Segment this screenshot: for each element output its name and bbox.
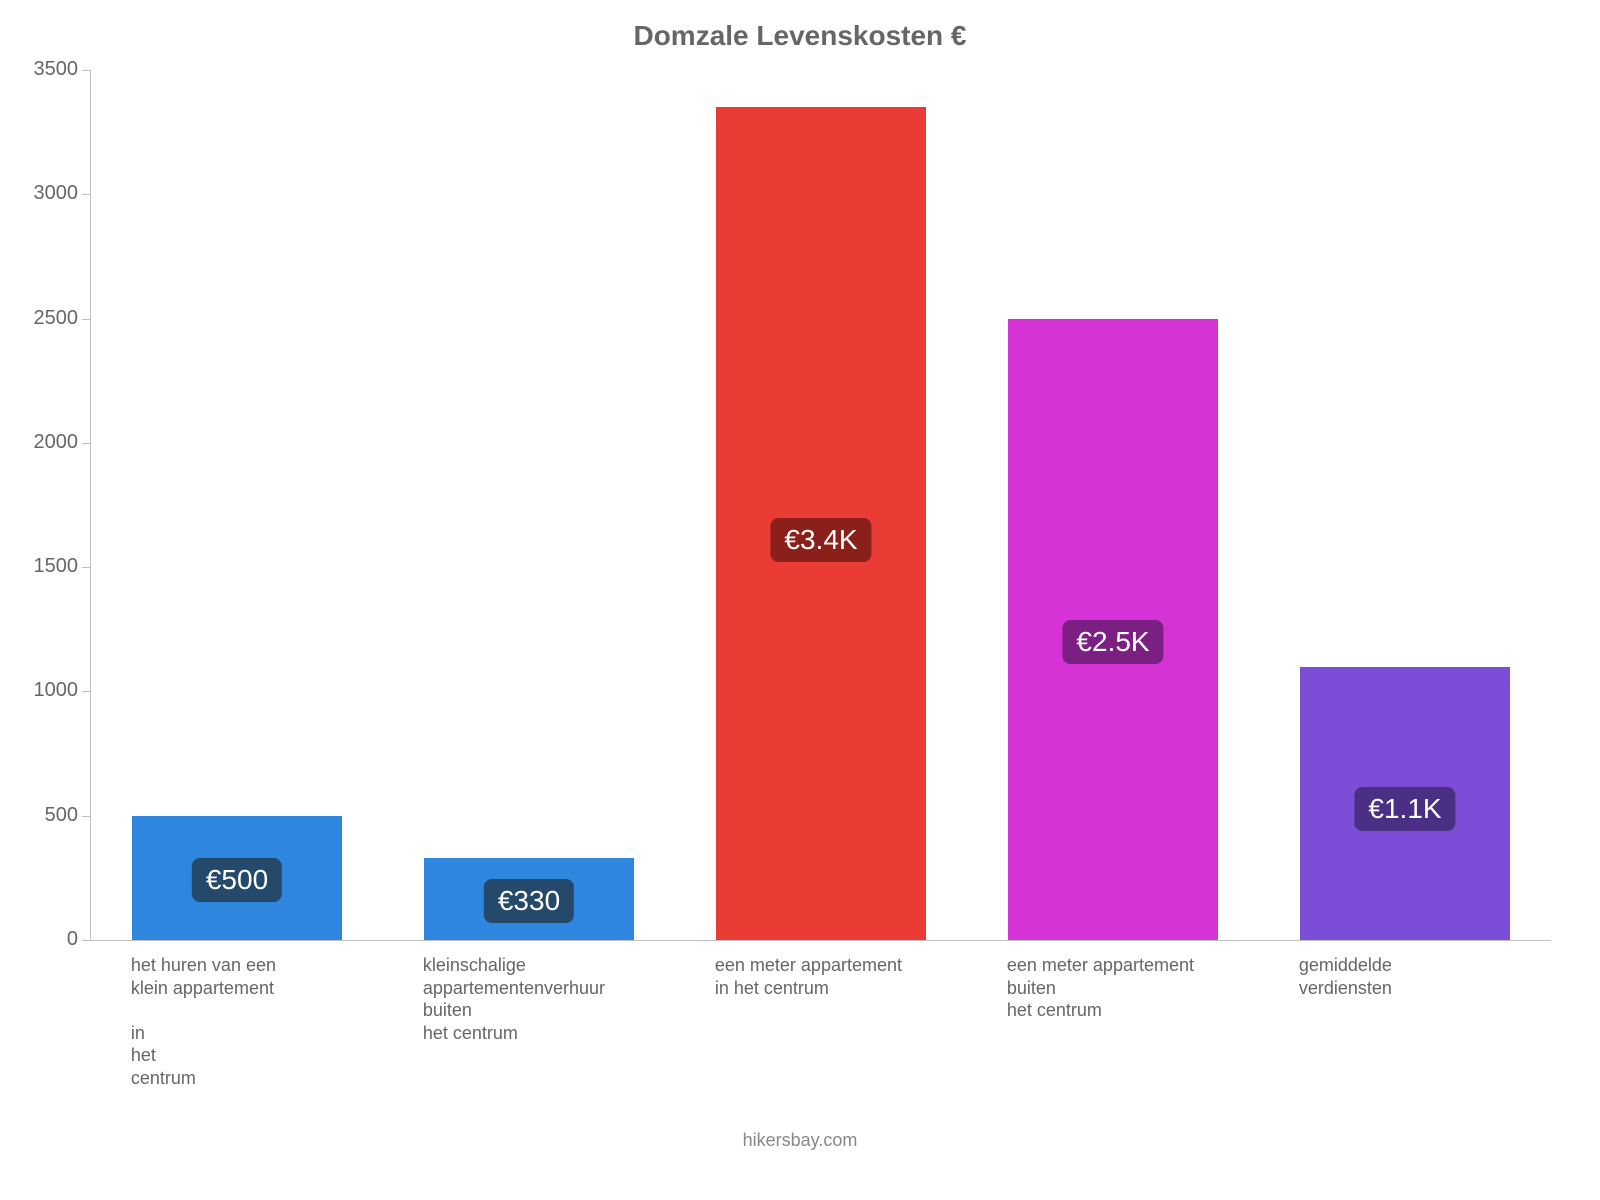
value-badge: €3.4K [770,518,871,562]
chart-container: Domzale Levenskosten € €500 €330 €3.4K €2.5… [0,0,1600,1200]
ytick-label: 1000 [8,679,78,702]
plot-area: €500 €330 €3.4K €2.5K €1.1K [90,70,1551,941]
ytick-label: 0 [8,928,78,951]
ytick-mark [82,567,90,568]
ytick-mark [82,940,90,941]
source-label: hikersbay.com [0,1130,1600,1151]
ytick-mark [82,70,90,71]
ytick-mark [82,443,90,444]
ytick-label: 3500 [8,58,78,81]
xtick-label: gemiddeldeverdiensten [1299,954,1549,999]
value-badge: €1.1K [1354,787,1455,831]
xtick-label: een meter appartementbuitenhet centrum [1007,954,1257,1022]
value-badge: €330 [484,879,574,923]
ytick-mark [82,691,90,692]
ytick-mark [82,816,90,817]
value-badge: €2.5K [1062,620,1163,664]
chart-title: Domzale Levenskosten € [0,20,1600,52]
xtick-label: het huren van eenklein appartement inhet… [131,954,381,1089]
ytick-label: 1500 [8,555,78,578]
ytick-label: 2000 [8,431,78,454]
xtick-label: een meter appartementin het centrum [715,954,965,999]
ytick-label: 2500 [8,307,78,330]
ytick-mark [82,319,90,320]
xtick-label: kleinschaligeappartementenverhuurbuitenh… [423,954,673,1044]
ytick-label: 3000 [8,182,78,205]
ytick-mark [82,194,90,195]
value-badge: €500 [192,858,282,902]
ytick-label: 500 [8,804,78,827]
